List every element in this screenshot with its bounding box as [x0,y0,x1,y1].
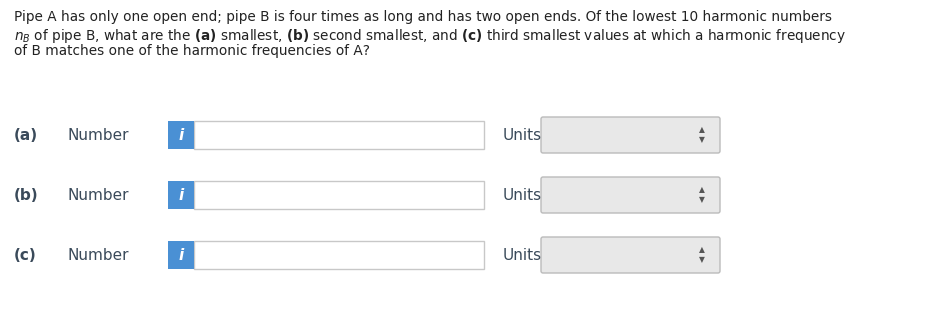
FancyBboxPatch shape [541,117,720,153]
Text: i: i [179,127,183,143]
Text: (b): (b) [14,187,39,203]
Text: ▲: ▲ [699,246,705,255]
Text: (c): (c) [14,247,37,263]
FancyBboxPatch shape [168,241,194,269]
FancyBboxPatch shape [194,181,484,209]
Text: $n_B$ of pipe B, what are the $\mathbf{(a)}$ smallest, $\mathbf{(b)}$ second sma: $n_B$ of pipe B, what are the $\mathbf{(… [14,27,846,45]
FancyBboxPatch shape [541,177,720,213]
Text: (a): (a) [14,127,39,143]
Text: ▼: ▼ [699,256,705,264]
FancyBboxPatch shape [168,121,194,149]
Text: ▼: ▼ [699,196,705,204]
Text: ▲: ▲ [699,186,705,194]
Text: Units: Units [503,187,542,203]
Text: Pipe A has only one open end; pipe B is four times as long and has two open ends: Pipe A has only one open end; pipe B is … [14,10,832,24]
Text: of B matches one of the harmonic frequencies of A?: of B matches one of the harmonic frequen… [14,44,370,58]
Text: ▼: ▼ [699,136,705,144]
Text: Number: Number [68,127,130,143]
Text: Number: Number [68,187,130,203]
Text: Units: Units [503,247,542,263]
Text: Number: Number [68,247,130,263]
Text: Units: Units [503,127,542,143]
Text: ▲: ▲ [699,126,705,134]
Text: i: i [179,187,183,203]
FancyBboxPatch shape [194,241,484,269]
Text: i: i [179,247,183,263]
FancyBboxPatch shape [194,121,484,149]
FancyBboxPatch shape [168,181,194,209]
FancyBboxPatch shape [541,237,720,273]
